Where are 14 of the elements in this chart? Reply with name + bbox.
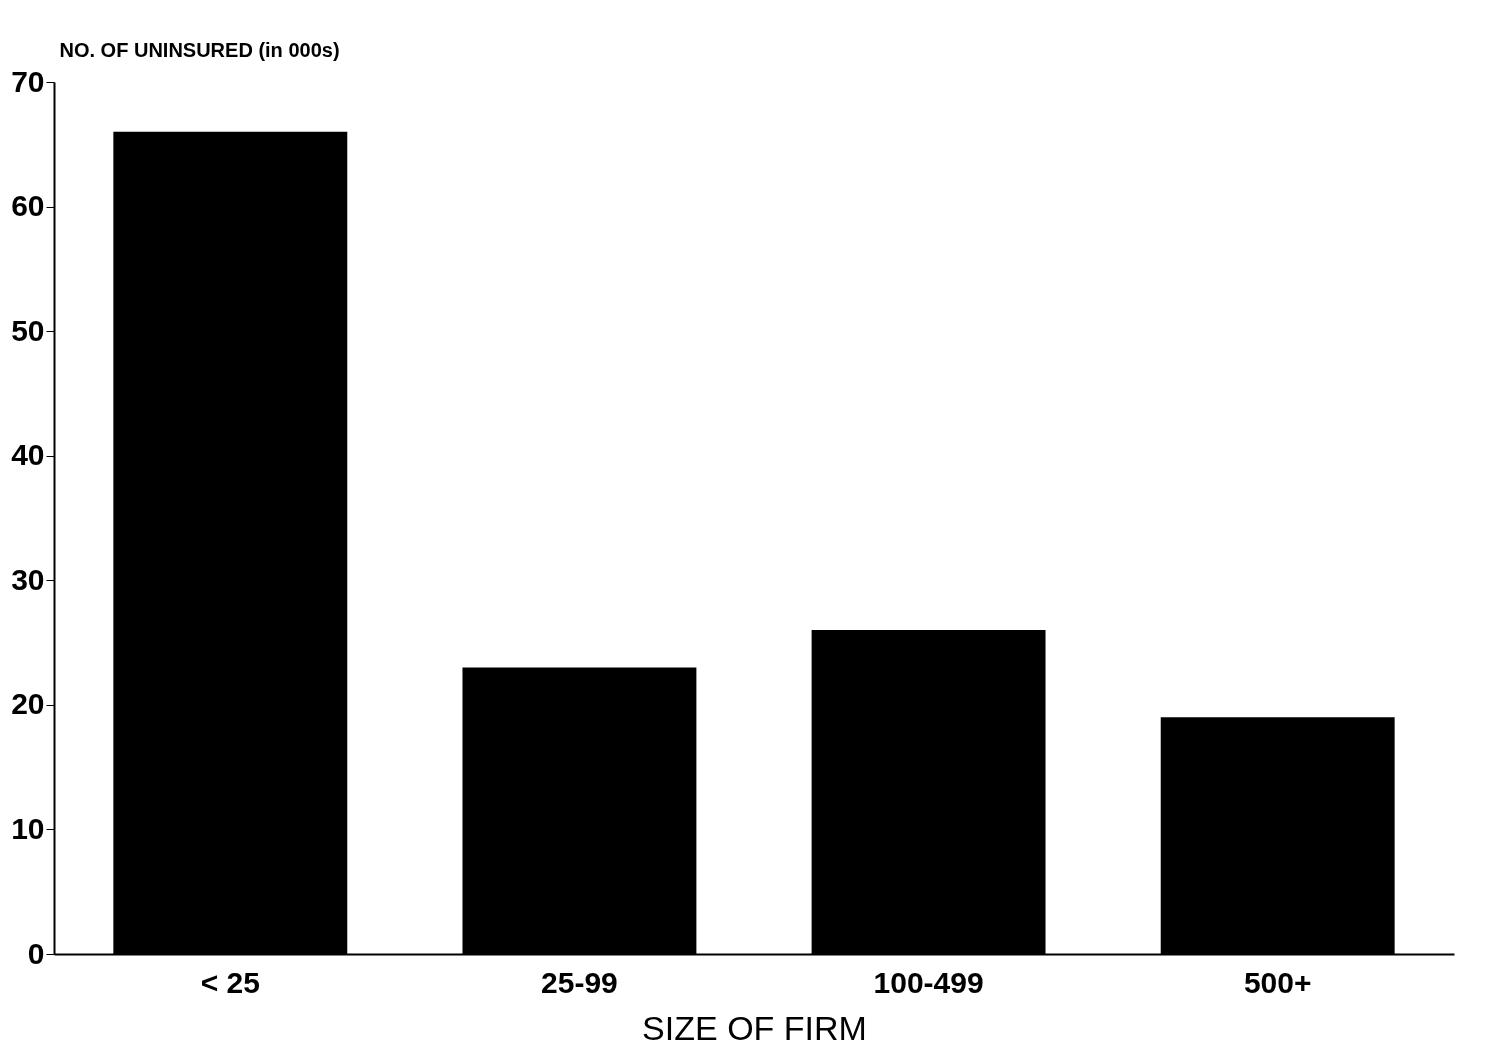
x-axis-title: SIZE OF FIRM <box>642 1008 867 1045</box>
x-tick-label: 100-499 <box>873 965 984 999</box>
y-tick-label: 40 <box>11 438 45 472</box>
x-tick-label: < 25 <box>200 965 260 999</box>
y-tick-label: 70 <box>11 64 45 98</box>
y-tick-label: 0 <box>27 936 45 970</box>
y-tick-label: 30 <box>11 562 45 596</box>
y-tick-label: 10 <box>11 811 45 845</box>
x-tick-label: 25-99 <box>541 965 618 999</box>
y-tick-label: 60 <box>11 189 45 223</box>
x-tick-label: 500+ <box>1243 965 1312 999</box>
y-axis-title: NO. OF UNINSURED (in 000s) <box>59 38 340 61</box>
y-tick-label: 50 <box>11 313 45 347</box>
y-tick-label: 20 <box>11 687 45 721</box>
